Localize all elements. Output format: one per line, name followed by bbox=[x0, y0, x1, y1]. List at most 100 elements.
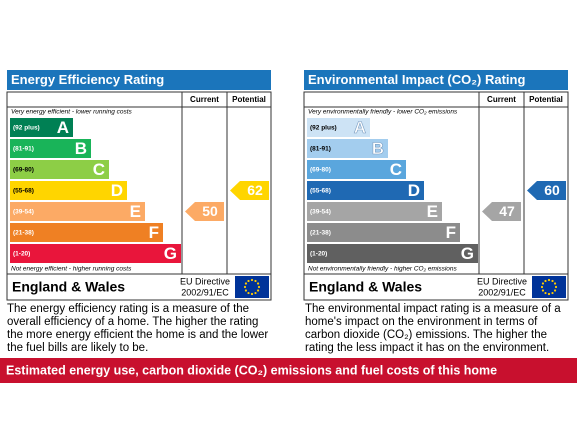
title-bar bbox=[7, 70, 271, 90]
top-note: Very energy efficient - lower running co… bbox=[11, 109, 133, 116]
band-range: (92 plus) bbox=[310, 125, 337, 132]
band-letter: A bbox=[57, 118, 69, 137]
rating-arrow bbox=[482, 202, 521, 221]
eu-star bbox=[247, 291, 250, 295]
banner-bg bbox=[0, 358, 577, 383]
rating-arrow bbox=[527, 181, 566, 200]
potential-header: Potential bbox=[529, 95, 563, 104]
eu-star bbox=[254, 279, 257, 283]
eu-star bbox=[256, 289, 260, 292]
eu-star bbox=[551, 279, 554, 283]
banner: Estimated energy use, carbon dioxide (CO… bbox=[6, 363, 497, 377]
band-letter: D bbox=[111, 181, 123, 200]
directive: EU Directive bbox=[180, 276, 230, 286]
band-range: (39-54) bbox=[13, 209, 34, 216]
band bbox=[307, 223, 460, 242]
band-letter: F bbox=[446, 223, 456, 242]
eu-flag bbox=[235, 276, 269, 298]
band bbox=[10, 244, 181, 263]
table-frame bbox=[6, 91, 272, 301]
top-note: Very environmentally friendly - lower CO… bbox=[308, 109, 458, 116]
potential-header: Potential bbox=[232, 95, 266, 104]
band bbox=[307, 118, 370, 137]
eu-star bbox=[541, 282, 545, 285]
rating-value: 62 bbox=[247, 182, 263, 198]
current-header: Current bbox=[190, 95, 219, 104]
rating-arrow bbox=[230, 181, 269, 200]
band-range: (39-54) bbox=[310, 209, 331, 216]
band-range: (69-80) bbox=[310, 167, 331, 174]
band bbox=[10, 160, 109, 179]
eu-star bbox=[256, 282, 260, 285]
band-letter: E bbox=[427, 202, 438, 221]
band-letter: E bbox=[130, 202, 141, 221]
eu-star bbox=[547, 278, 551, 282]
eu-star bbox=[553, 282, 557, 285]
eu-star bbox=[540, 285, 544, 289]
current-header: Current bbox=[487, 95, 516, 104]
eu-star bbox=[250, 278, 254, 282]
region: England & Wales bbox=[12, 279, 125, 295]
band-range: (69-80) bbox=[13, 167, 34, 174]
band bbox=[10, 202, 145, 221]
eu-star bbox=[547, 292, 551, 296]
band-letter: C bbox=[390, 160, 402, 179]
description: The energy efficiency rating is a measur… bbox=[7, 303, 269, 354]
directive: EU Directive bbox=[477, 276, 527, 286]
band-range: (1-20) bbox=[310, 251, 327, 258]
band bbox=[307, 160, 406, 179]
eu-star bbox=[554, 285, 558, 289]
band bbox=[10, 118, 73, 137]
eu-star bbox=[247, 279, 250, 283]
table-frame bbox=[303, 91, 569, 301]
band bbox=[307, 181, 424, 200]
directive: 2002/91/EC bbox=[478, 287, 526, 297]
band-letter: B bbox=[75, 139, 87, 158]
band-range: (21-38) bbox=[310, 230, 331, 237]
band bbox=[10, 181, 127, 200]
eu-star bbox=[250, 292, 254, 296]
directive: 2002/91/EC bbox=[181, 287, 229, 297]
panel-title: Energy Efficiency Rating bbox=[11, 72, 164, 87]
band-range: (55-68) bbox=[310, 188, 331, 195]
band-letter: B bbox=[372, 139, 384, 158]
band bbox=[307, 202, 442, 221]
eu-star bbox=[541, 289, 545, 292]
rating-value: 50 bbox=[202, 203, 218, 219]
eu-star bbox=[257, 285, 261, 289]
band-range: (81-91) bbox=[310, 146, 331, 153]
band-letter: G bbox=[461, 244, 474, 263]
band bbox=[307, 139, 388, 158]
rating-value: 60 bbox=[544, 182, 560, 198]
rating-arrow bbox=[185, 202, 224, 221]
band bbox=[307, 244, 478, 263]
band-range: (92 plus) bbox=[13, 125, 40, 132]
band-range: (1-20) bbox=[13, 251, 30, 258]
eu-star bbox=[551, 291, 554, 295]
band-letter: G bbox=[164, 244, 177, 263]
band-letter: C bbox=[93, 160, 105, 179]
band-range: (81-91) bbox=[13, 146, 34, 153]
band-letter: A bbox=[354, 118, 366, 137]
band-range: (55-68) bbox=[13, 188, 34, 195]
eu-star bbox=[243, 285, 247, 289]
rating-value: 47 bbox=[499, 203, 515, 219]
eu-star bbox=[244, 289, 248, 292]
band bbox=[10, 223, 163, 242]
panel-title: Environmental Impact (CO₂) Rating bbox=[308, 72, 525, 87]
band-letter: D bbox=[408, 181, 420, 200]
description: The environmental impact rating is a mea… bbox=[305, 303, 561, 354]
band-letter: F bbox=[149, 223, 159, 242]
eu-star bbox=[244, 282, 248, 285]
eu-flag bbox=[532, 276, 566, 298]
bottom-note: Not energy efficient - higher running co… bbox=[11, 266, 132, 273]
band bbox=[10, 139, 91, 158]
bottom-note: Not environmentally friendly - higher CO… bbox=[308, 266, 458, 273]
eu-star bbox=[544, 291, 547, 295]
eu-star bbox=[254, 291, 257, 295]
title-bar bbox=[304, 70, 568, 90]
band-range: (21-38) bbox=[13, 230, 34, 237]
eu-star bbox=[553, 289, 557, 292]
